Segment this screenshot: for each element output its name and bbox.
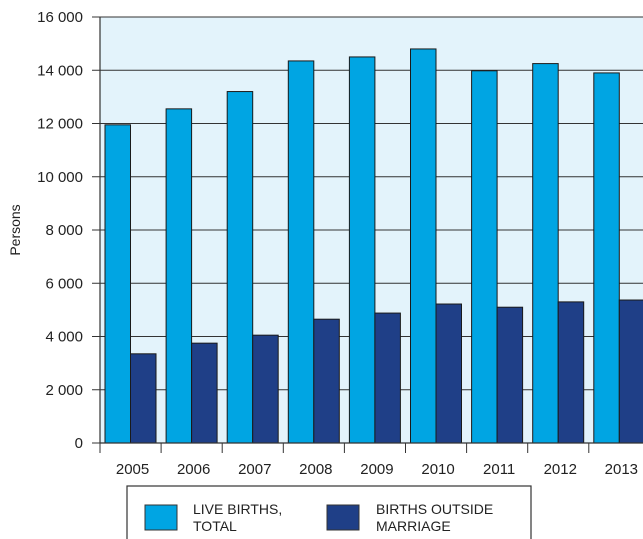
bar-births-outside-marriage <box>435 303 462 444</box>
x-tick-label: 2010 <box>421 461 454 478</box>
x-tick-label: 2009 <box>360 461 393 478</box>
legend: LIVE BIRTHS, TOTAL BIRTHS OUTSIDE MARRIA… <box>126 485 532 539</box>
y-tick-label: 14 000 <box>37 62 83 79</box>
legend-swatch-births-outside-marriage <box>326 504 360 531</box>
x-tick-label: 2012 <box>544 461 577 478</box>
bars <box>104 48 643 444</box>
bar-live-births <box>226 91 254 444</box>
x-tick-label: 2005 <box>116 461 149 478</box>
y-tick-label: 10 000 <box>37 169 83 186</box>
x-tick-label: 2008 <box>299 461 332 478</box>
bar-births-outside-marriage <box>252 334 279 444</box>
legend-label-live-births: LIVE BIRTHS, <box>193 501 282 517</box>
bar-births-outside-marriage <box>130 353 157 444</box>
bar-live-births <box>348 56 376 444</box>
x-tick-label: 2006 <box>177 461 210 478</box>
y-axis-title: Persons <box>7 204 23 255</box>
bar-live-births <box>410 48 437 444</box>
bar-live-births <box>471 70 498 444</box>
bar-births-outside-marriage <box>496 306 524 444</box>
y-tick-label: 12 000 <box>37 116 83 133</box>
bar-live-births <box>104 124 131 444</box>
x-axis-tick-labels: 2005 2006 2007 2008 2009 2010 2011 2012 2013 <box>116 461 638 478</box>
bar-births-outside-marriage <box>618 299 643 444</box>
legend-label-births-outside-marriage: BIRTHS OUTSIDE <box>376 501 493 517</box>
axes <box>99 17 643 453</box>
bar-live-births <box>532 63 559 444</box>
y-tick-label: 16 000 <box>37 9 83 26</box>
bar-births-outside-marriage <box>374 312 401 444</box>
x-tick-label: 2007 <box>238 461 271 478</box>
y-tick-label: 8 000 <box>45 222 83 239</box>
legend-label-live-births-line2: TOTAL <box>193 518 237 534</box>
y-tick-label: 6 000 <box>45 275 83 292</box>
x-tick-label: 2011 <box>483 461 515 478</box>
bar-live-births <box>165 108 193 444</box>
bar-births-outside-marriage <box>557 301 585 444</box>
y-tick-label: 0 <box>75 435 83 452</box>
bar-births-outside-marriage <box>191 342 218 444</box>
legend-label-births-outside-marriage-line2: MARRIAGE <box>376 518 451 534</box>
y-axis-tick-labels: 0 2 000 4 000 6 000 8 000 10 000 12 000 14 000 1… <box>37 9 83 452</box>
legend-swatch-live-births <box>144 504 178 531</box>
x-tick-label: 2013 <box>605 461 638 478</box>
y-tick-label: 4 000 <box>45 329 83 346</box>
bar-births-outside-marriage <box>313 318 340 444</box>
y-tick-label: 2 000 <box>45 382 83 399</box>
bar-live-births <box>593 72 620 444</box>
bar-live-births <box>287 60 315 444</box>
